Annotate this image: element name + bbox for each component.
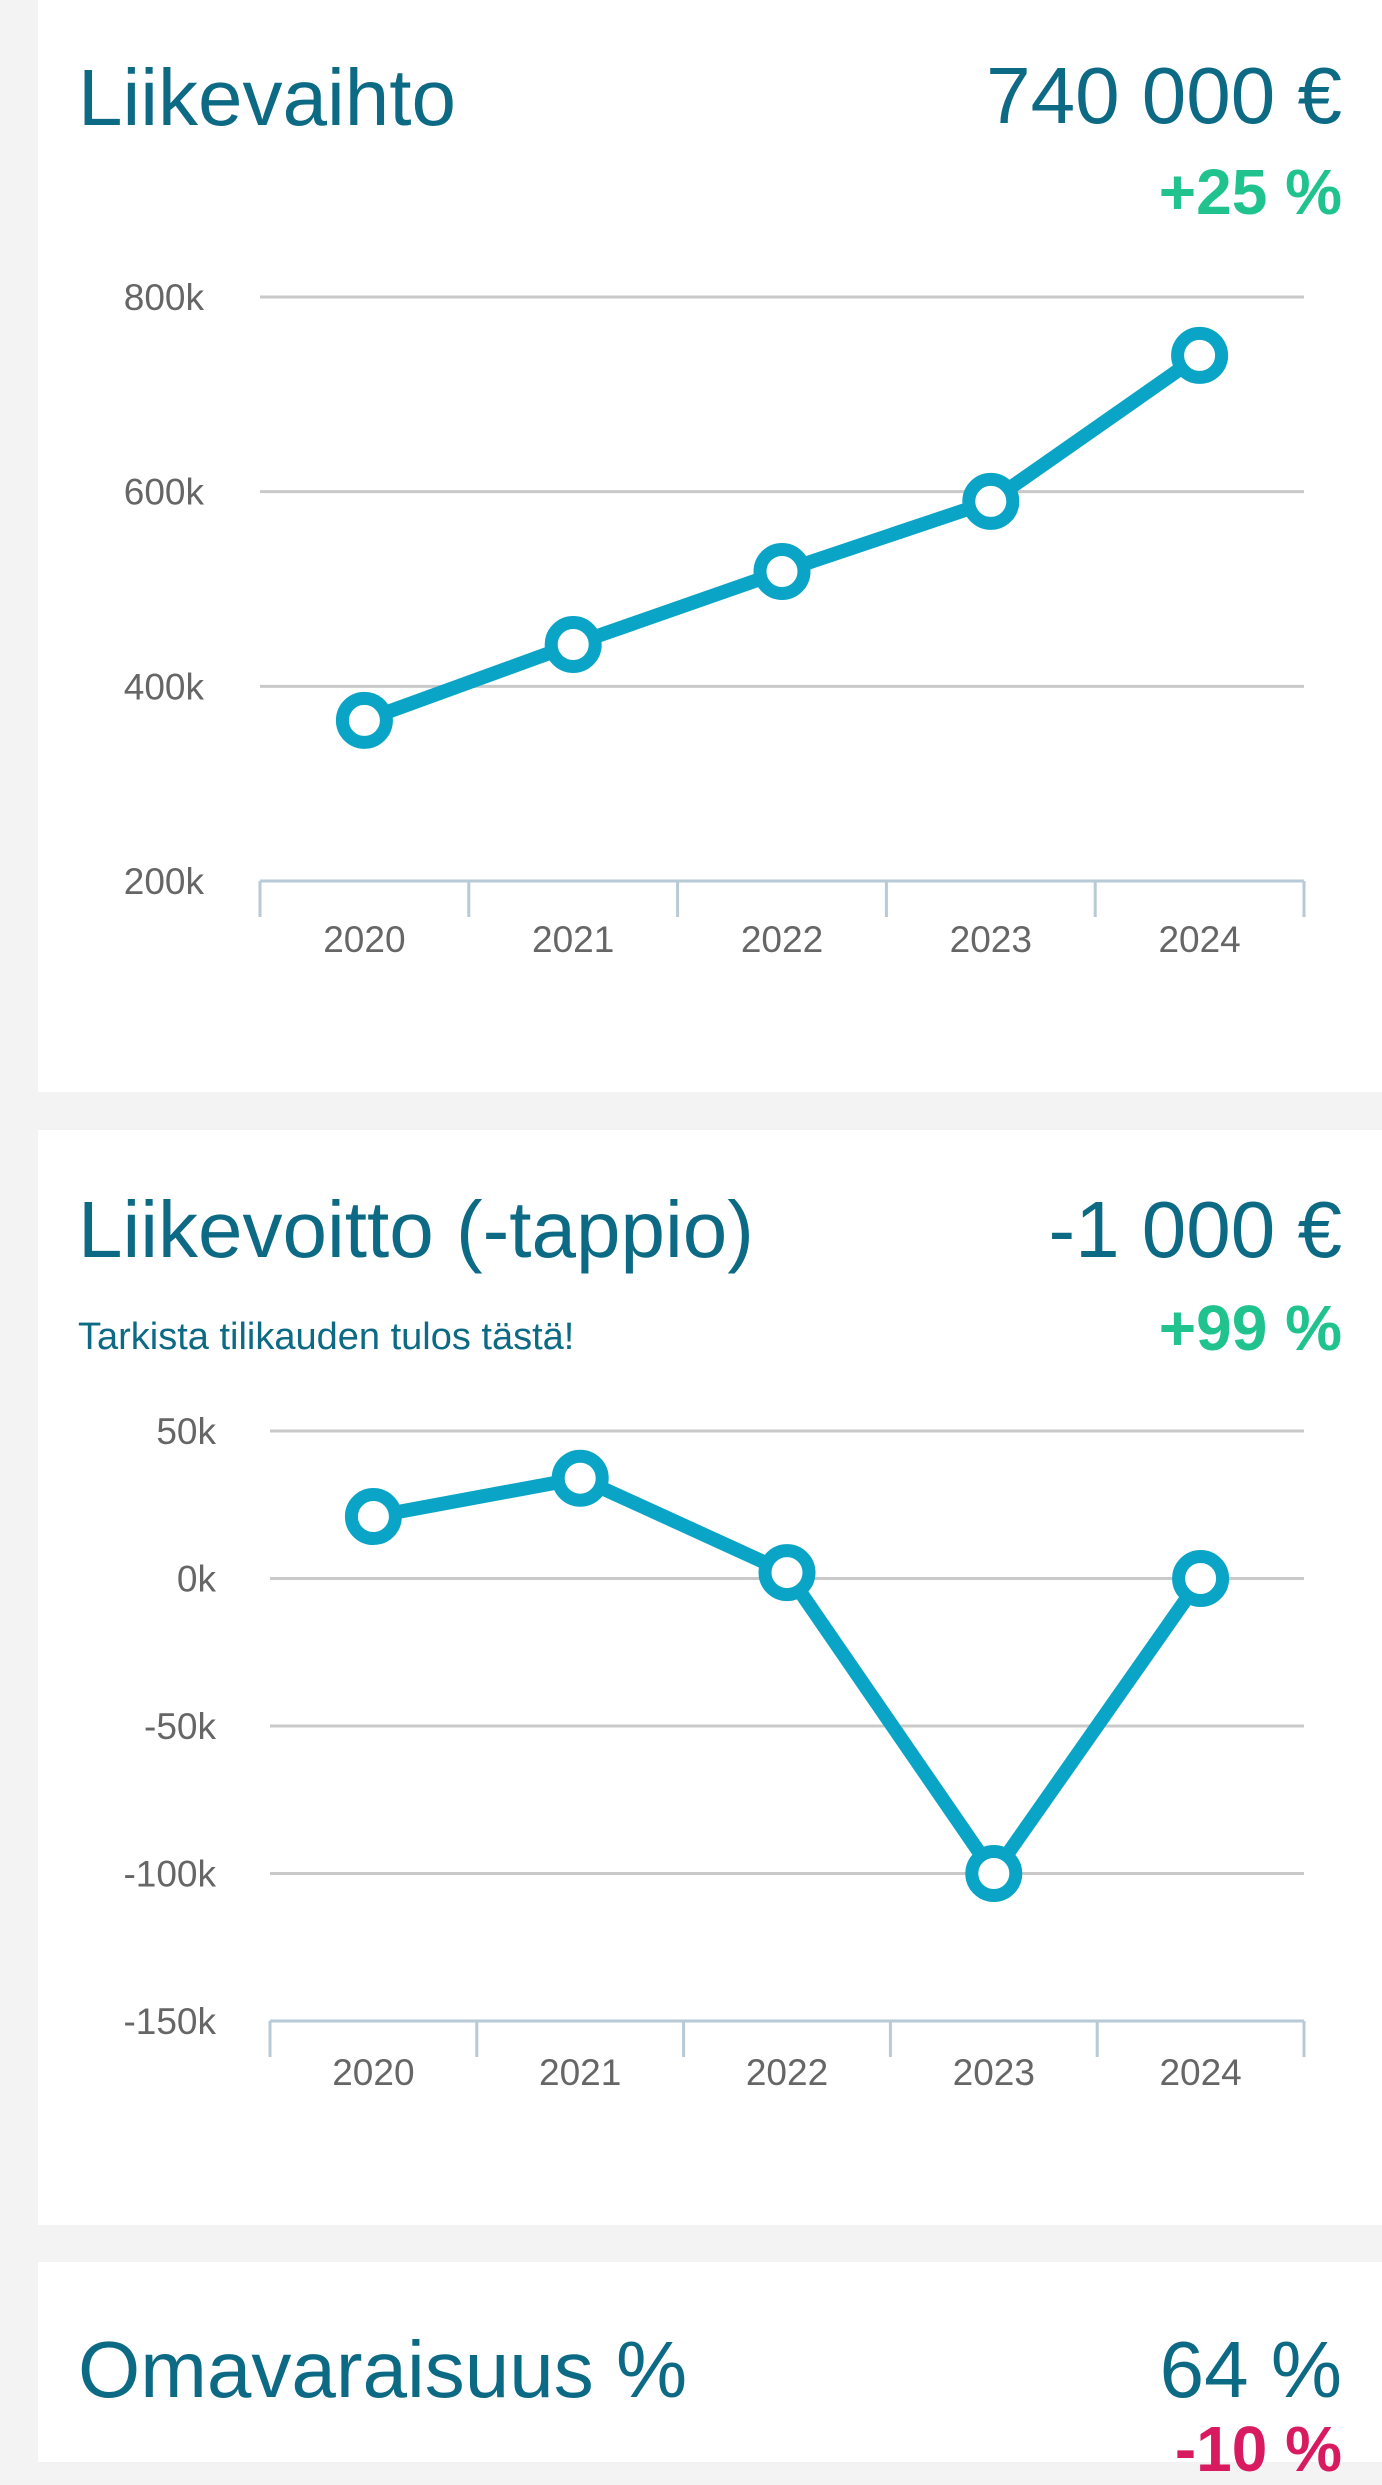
revenue-title: Liikevaihto — [78, 53, 457, 142]
data-point — [1171, 326, 1229, 384]
x-tick-label: 2024 — [1158, 919, 1240, 960]
x-tick-label: 2020 — [332, 2052, 414, 2093]
revenue-value: 740 000 € — [986, 51, 1342, 140]
equity-ratio-card: Omavaraisuus % 64 % -10 % — [38, 2262, 1382, 2481]
x-tick-label: 2023 — [950, 919, 1032, 960]
operating-profit-change: +99 % — [1158, 1292, 1342, 1364]
x-tick-label: 2020 — [323, 919, 405, 960]
data-point — [544, 615, 602, 673]
revenue-card: Liikevaihto 740 000 € +25 % 200k 400k 600k… — [38, 0, 1382, 1092]
series-line — [366, 1471, 1208, 1881]
y-tick-label: -100k — [123, 1854, 216, 1895]
x-tick-label: 2022 — [741, 919, 823, 960]
operating-profit-title: Liikevoitto (-tappio) — [78, 1185, 754, 1274]
data-point — [1172, 1550, 1230, 1607]
revenue-change: +25 % — [1158, 156, 1342, 228]
data-point — [965, 1845, 1023, 1902]
operating-profit-value: -1 000 € — [1048, 1185, 1342, 1274]
y-tick-label: 0k — [177, 1559, 217, 1600]
y-tick-label: 50k — [156, 1411, 216, 1452]
revenue-chart: 200k 400k 600k 800k 2020 2021 2022 2023 2024 — [124, 277, 1306, 960]
series-line — [357, 348, 1207, 728]
equity-ratio-value: 64 % — [1159, 2325, 1342, 2414]
data-point — [551, 1449, 609, 1507]
y-tick-label: -150k — [123, 2001, 216, 2042]
y-tick-label: -50k — [144, 1706, 216, 1747]
operating-profit-chart: -150k -100k -50k 0k 50k 2020 2021 2022 2023 2024 — [123, 1411, 1306, 2093]
y-tick-label: 600k — [124, 472, 205, 513]
equity-ratio-change: -10 % — [1174, 2413, 1342, 2485]
y-tick-label: 200k — [124, 861, 205, 902]
check-result-link[interactable]: Tarkista tilikauden tulos tästä! — [78, 1316, 575, 1358]
x-tick-label: 2022 — [746, 2052, 828, 2093]
x-tick-label: 2023 — [953, 2052, 1035, 2093]
y-tick-label: 800k — [124, 277, 205, 318]
x-tick-label: 2024 — [1159, 2052, 1241, 2093]
data-point — [753, 542, 811, 600]
data-point — [758, 1544, 816, 1602]
y-tick-label: 400k — [124, 666, 205, 707]
data-point — [962, 472, 1020, 530]
operating-profit-card: Liikevoitto (-tappio) -1 000 € +99 % Tar… — [38, 1130, 1382, 2225]
x-tick-label: 2021 — [539, 2052, 621, 2093]
data-point — [335, 691, 393, 749]
x-tick-label: 2021 — [532, 919, 614, 960]
data-point — [344, 1488, 402, 1546]
equity-ratio-title: Omavaraisuus % — [78, 2325, 688, 2414]
